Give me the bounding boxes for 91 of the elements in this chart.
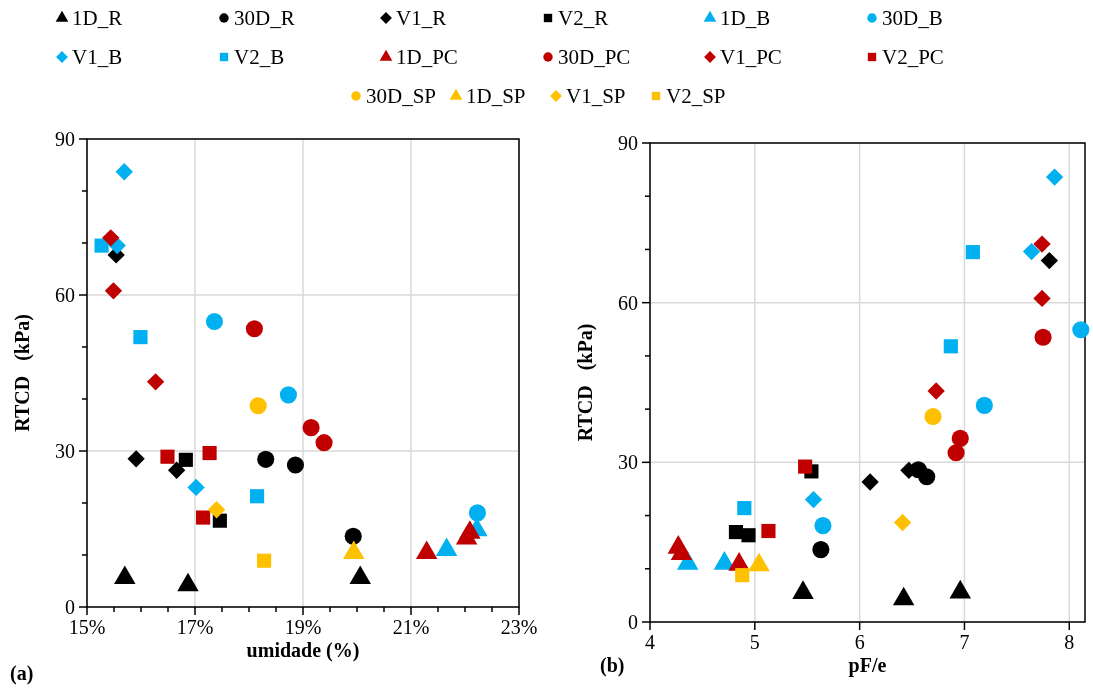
x-tick-label: 23% [500,616,538,638]
point [761,523,776,539]
point [286,456,304,474]
point [814,517,832,535]
x-axis-title: umidade (%) [246,639,360,662]
legend-label: 30D_PC [558,45,631,69]
point [1040,251,1059,270]
point [315,434,333,452]
legend-label: 30D_R [234,6,295,30]
legend-label: V1_B [72,45,123,69]
point [1033,289,1051,308]
legend-label: V1_SP [566,84,626,108]
x-tick-label: 6 [854,631,865,653]
point [167,461,186,479]
point [924,408,942,426]
point [102,229,120,247]
text: (b) [600,654,625,677]
x-tick-label: 5 [749,631,760,653]
legend-label: V2_R [558,6,609,30]
point [893,513,912,532]
x-tick-label: 8 [1064,631,1075,653]
point [1072,321,1090,339]
x-tick-label: 4 [645,631,655,653]
point [741,528,756,543]
x-axis-title: pF/e [848,654,887,677]
point [245,320,263,338]
point [257,450,275,468]
legend-label: V2_SP [666,84,726,108]
point [735,568,750,583]
point [146,373,165,391]
y-tick-label: 30 [55,440,75,462]
point [468,504,486,522]
point [1034,328,1052,346]
point [257,553,272,568]
point [737,501,752,516]
point [178,452,193,467]
legend-label: 30D_SP [366,84,437,108]
point [249,397,267,415]
point [1022,242,1041,261]
point [927,382,945,400]
y-axis-title: RTCD (kPa) [574,323,597,442]
point [302,419,320,437]
legend-label: V1_R [396,6,447,30]
x-tick-label: 21% [392,616,430,638]
point [160,449,175,464]
legend-label: V1_PC [720,45,782,69]
y-tick-label: 90 [55,128,75,150]
point [798,459,813,474]
point [205,312,223,331]
point [250,489,265,504]
y-tick-label: 0 [628,611,638,633]
y-tick-label: 30 [618,451,638,474]
point [812,541,830,559]
legend-label: V2_PC [882,45,944,69]
point [965,245,980,260]
text: (a) [10,662,34,685]
point [804,490,823,509]
y-axis-title: RTCD (kPa) [11,314,34,432]
legend-label: 1D_SP [466,84,526,108]
point [975,396,993,414]
legend-label: 1D_R [72,6,123,30]
point [861,473,879,491]
point [207,501,226,519]
point [196,510,211,525]
y-tick-label: 0 [65,596,75,618]
point [127,450,145,468]
point [951,429,969,447]
point [202,446,217,461]
x-tick-label: 17% [176,616,214,638]
legend-label: 1D_B [720,6,771,30]
point [918,468,936,486]
x-tick-label: 15% [68,616,106,638]
x-tick-label: 19% [284,616,322,638]
point [279,386,297,404]
point [1033,235,1051,253]
point [187,478,205,497]
point [943,339,958,354]
point [133,330,148,345]
y-tick-label: 60 [618,291,638,314]
y-tick-label: 60 [55,284,75,306]
point [947,444,965,462]
point [344,527,362,545]
point [94,238,109,253]
point [104,282,123,300]
x-tick-label: 7 [959,631,970,653]
y-tick-label: 90 [618,132,638,154]
legend-label: 30D_B [882,6,943,30]
point [115,163,133,181]
legend-label: V2_B [234,45,285,69]
point [1045,168,1064,186]
legend-label: 1D_PC [396,45,458,69]
